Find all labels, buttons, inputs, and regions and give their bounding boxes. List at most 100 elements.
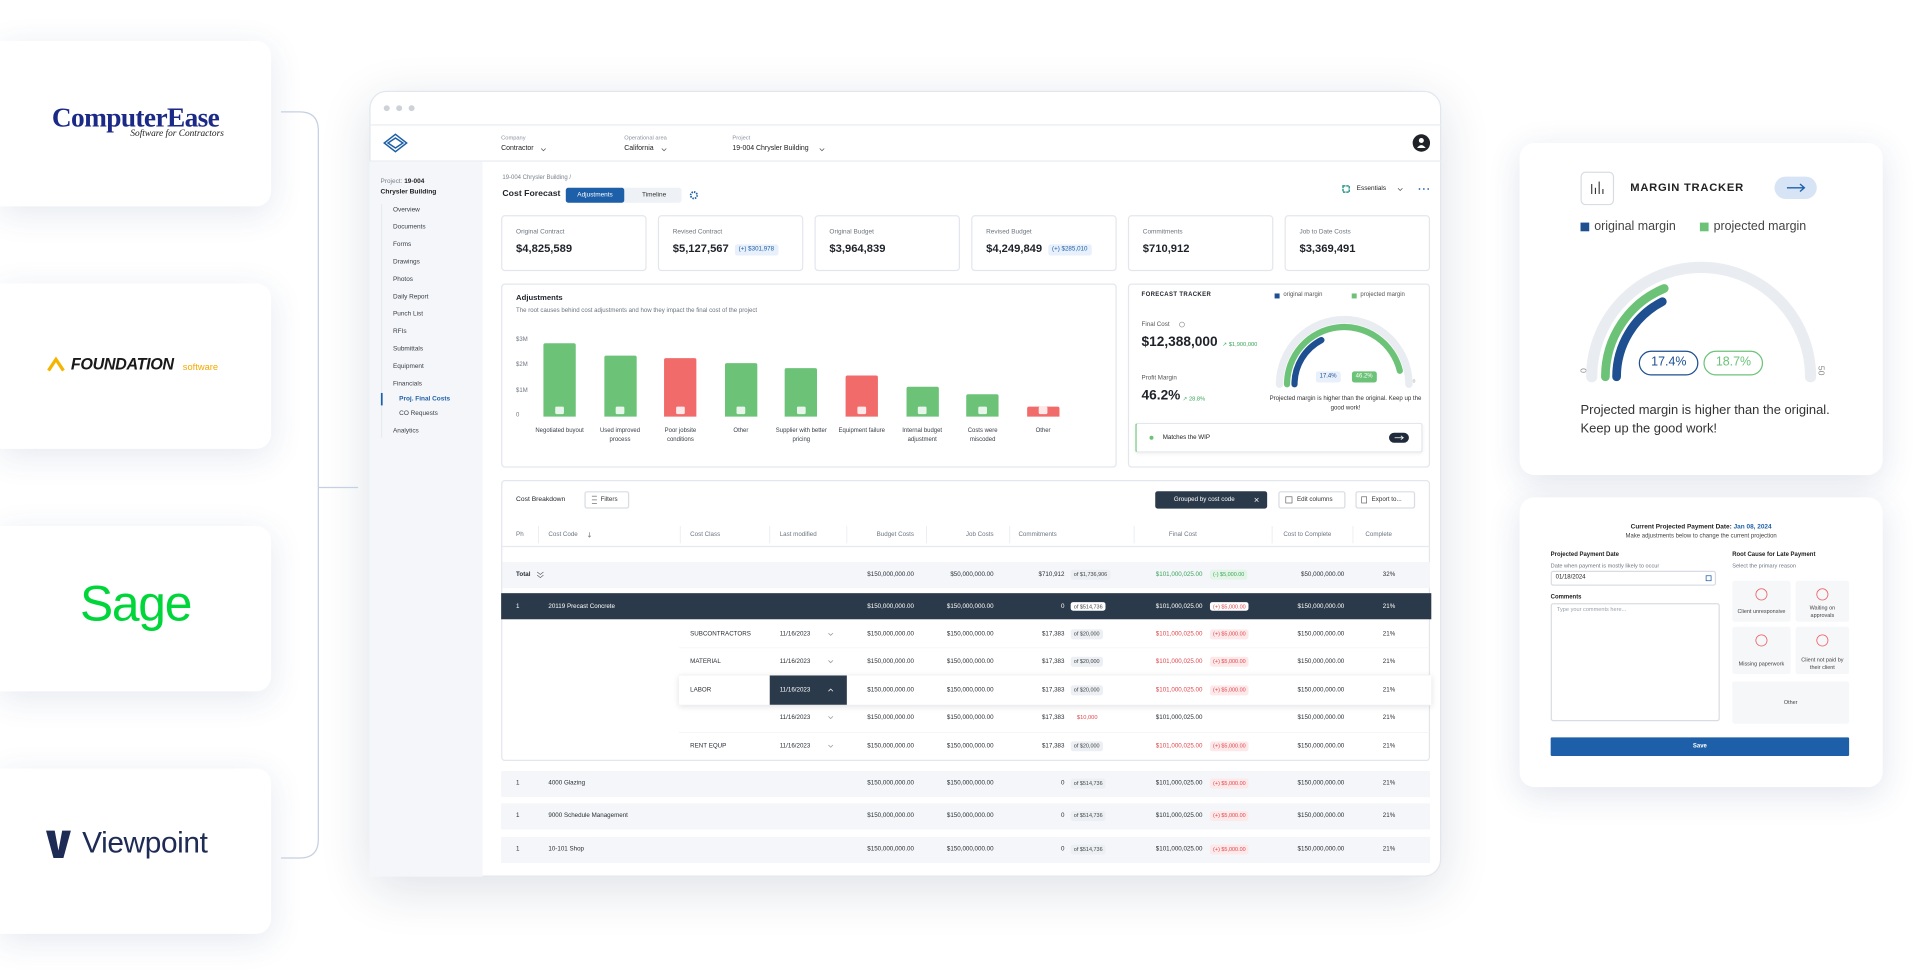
arrow-pill[interactable] bbox=[1774, 176, 1817, 199]
row-bg bbox=[502, 562, 1431, 589]
tab[interactable]: Timeline bbox=[642, 191, 667, 199]
cell-cost-to-complete: $150,000,000.00 bbox=[1297, 602, 1345, 610]
column-header[interactable]: Cost Class bbox=[690, 530, 721, 539]
column-header[interactable]: Cost to Complete bbox=[1283, 530, 1332, 539]
comments-input[interactable] bbox=[1550, 603, 1720, 722]
row-bg bbox=[501, 770, 1431, 798]
nav-item[interactable]: Financials bbox=[392, 380, 423, 388]
legend-swatch bbox=[1351, 293, 1357, 299]
kpi-label: Commitments bbox=[1142, 228, 1183, 237]
payment-date: Jan 08, 2024 bbox=[1733, 523, 1772, 531]
kpi-label: Job to Date Costs bbox=[1299, 228, 1351, 237]
cell-commitment: 0 bbox=[1060, 812, 1065, 820]
reason-tile[interactable] bbox=[1732, 681, 1850, 724]
nav-item[interactable]: Equipment bbox=[392, 362, 424, 371]
reason-label[interactable]: Client unresponsive bbox=[1737, 608, 1786, 615]
button[interactable] bbox=[1155, 491, 1268, 509]
gauge-max: 50 bbox=[1409, 377, 1416, 384]
cell-budget: $150,000,000.00 bbox=[867, 713, 914, 722]
column-header[interactable]: Complete bbox=[1365, 530, 1393, 539]
column-header[interactable]: Budget Costs bbox=[876, 530, 914, 539]
column-header[interactable]: Final Cost bbox=[1168, 530, 1197, 539]
x-tick-label: Equipment failure bbox=[838, 428, 885, 435]
tab[interactable]: Adjustments bbox=[577, 191, 613, 199]
date-input[interactable] bbox=[1550, 570, 1717, 586]
header-select[interactable]: Contractor bbox=[501, 145, 534, 153]
save-button[interactable] bbox=[1550, 737, 1850, 757]
button[interactable] bbox=[584, 491, 630, 509]
reason-label[interactable]: Waiting on approvals bbox=[1809, 604, 1836, 619]
logo-tagline: Software for Contractors bbox=[130, 127, 224, 139]
metric-change: ↗ 28.8% bbox=[1182, 395, 1206, 402]
nav-item[interactable]: RFIs bbox=[392, 328, 407, 336]
field-label: Root Cause for Late Payment bbox=[1732, 552, 1816, 559]
button-label[interactable]: Export to... bbox=[1371, 496, 1402, 504]
row-bg bbox=[501, 836, 1431, 864]
commitment-of: of $514,736 bbox=[1070, 810, 1106, 821]
cell-final-cost: $101,000,025.00 bbox=[1155, 845, 1203, 854]
cell-cost-to-complete: $150,000,000.00 bbox=[1297, 713, 1345, 722]
x-tick-label: Other bbox=[733, 428, 749, 435]
column-header[interactable]: Job Costs bbox=[965, 530, 994, 539]
cell-job: $150,000,000.00 bbox=[946, 812, 994, 820]
column-header[interactable]: Last modified bbox=[779, 530, 817, 539]
reason-tile[interactable] bbox=[1732, 580, 1791, 622]
button-label[interactable]: Edit columns bbox=[1296, 496, 1333, 504]
cell-date: 11/16/2023 bbox=[779, 742, 811, 750]
nav-subitem[interactable]: Proj. Final Costs bbox=[399, 395, 451, 403]
y-tick-label: $1M bbox=[516, 387, 528, 394]
nav-item[interactable]: Submittals bbox=[392, 345, 424, 354]
reason-label[interactable]: Client not paid by their client bbox=[1801, 656, 1844, 671]
cell-budget: $150,000,000.00 bbox=[867, 686, 914, 694]
cell-job: $150,000,000.00 bbox=[946, 657, 994, 666]
cell-date: 11/16/2023 bbox=[779, 686, 811, 694]
button[interactable] bbox=[1355, 491, 1416, 509]
column-header[interactable]: Commitments bbox=[1018, 530, 1057, 539]
reason-label[interactable]: Other bbox=[1783, 698, 1798, 706]
legend-label: original margin bbox=[1283, 292, 1323, 299]
button-label[interactable]: Filters bbox=[600, 496, 618, 504]
y-tick-label: $2M bbox=[516, 362, 528, 369]
cell-cost-to-complete: $150,000,000.00 bbox=[1297, 742, 1345, 750]
button-label[interactable]: Save bbox=[1692, 743, 1707, 750]
nav-item[interactable]: Overview bbox=[392, 206, 420, 214]
legend-label: projected margin bbox=[1360, 292, 1405, 299]
legend-swatch bbox=[1580, 222, 1590, 232]
cell-final-cost: $101,000,025.00 bbox=[1155, 686, 1203, 694]
tab-active[interactable] bbox=[565, 187, 625, 203]
card-title: MARGIN TRACKER bbox=[1630, 181, 1744, 194]
cell-budget: $150,000,000.00 bbox=[867, 657, 914, 666]
reason-label[interactable]: Missing paperwork bbox=[1738, 660, 1785, 667]
x-tick-label: Costs were miscoded bbox=[967, 428, 998, 444]
nav-item[interactable]: Daily Report bbox=[392, 293, 429, 301]
wip-button[interactable] bbox=[1389, 432, 1409, 443]
nav-item[interactable]: Forms bbox=[392, 241, 412, 249]
nav-item[interactable]: Punch List bbox=[392, 310, 424, 319]
section-title: Cost Breakdown bbox=[516, 495, 566, 504]
button-label[interactable]: Grouped by cost code bbox=[1173, 496, 1235, 504]
kpi-value: $710,912 bbox=[1142, 241, 1190, 255]
gauge-max: 50 bbox=[1815, 365, 1825, 376]
nav-item[interactable]: Photos bbox=[392, 275, 414, 284]
cell-budget: $150,000,000.00 bbox=[867, 602, 914, 610]
connector bbox=[281, 111, 319, 859]
final-cost-delta: (-) $5,000.00 bbox=[1209, 569, 1248, 580]
reason-tile[interactable] bbox=[1795, 580, 1850, 622]
header-select[interactable]: California bbox=[624, 145, 654, 153]
view-label[interactable]: Essentials bbox=[1356, 185, 1387, 193]
column-header[interactable]: Ph bbox=[516, 530, 524, 539]
nav-item[interactable]: Drawings bbox=[392, 258, 420, 266]
cell-complete: 21% bbox=[1382, 845, 1396, 854]
bar bbox=[966, 393, 999, 417]
header-select[interactable]: 19-004 Chrysler Building bbox=[732, 145, 809, 153]
column-header[interactable]: Cost Code bbox=[548, 530, 578, 539]
y-tick-label: 0 bbox=[516, 413, 520, 420]
nav-item[interactable]: Analytics bbox=[392, 427, 419, 436]
kpi-card bbox=[1284, 215, 1431, 272]
kpi-card bbox=[814, 215, 961, 272]
nav-subitem[interactable]: CO Requests bbox=[399, 410, 438, 418]
wip-label: Matches the WIP bbox=[1162, 433, 1211, 442]
button[interactable] bbox=[1278, 491, 1346, 509]
nav-item[interactable]: Documents bbox=[392, 223, 426, 232]
